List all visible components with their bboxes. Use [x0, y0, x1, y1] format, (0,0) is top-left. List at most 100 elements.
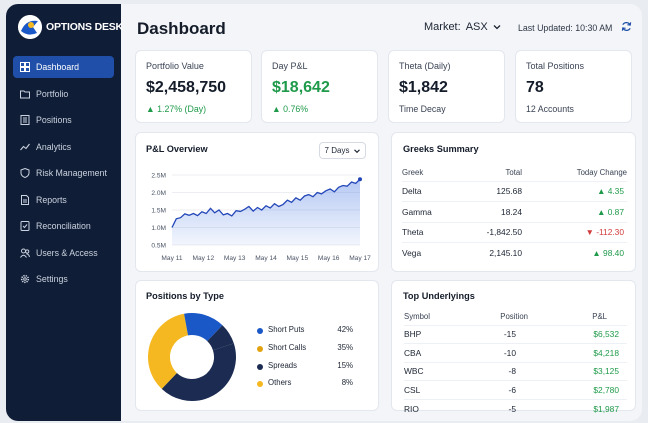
kpi-subtitle: 12 Accounts [526, 104, 574, 114]
kpi-label: Total Positions [526, 61, 585, 71]
sidebar-item-label: Reconciliation [36, 221, 91, 231]
sidebar-item-label: Reports [36, 194, 67, 205]
x-tick-label: May 14 [255, 255, 277, 262]
position-cell: -6 [484, 380, 528, 399]
last-point [358, 177, 362, 182]
sidebar-item-portfolio[interactable]: Portfolio [13, 83, 114, 105]
legend-swatch [257, 346, 263, 352]
page-title: Dashboard [137, 19, 226, 38]
greek-total: 18.24 [482, 201, 522, 222]
sidebar-nav: Dashboard Portfolio Positions Analytics … [13, 56, 114, 295]
symbol-cell: BHP [404, 324, 484, 344]
greek-change: ▼ -112.30 [522, 221, 627, 243]
app-window: OPTIONS DESK Dashboard Portfolio Positio… [6, 4, 642, 421]
table-row: Delta 125.68 ▲ 4.35 [402, 180, 627, 202]
kpi-card-portfolio-value: Portfolio Value $2,458,750 ▲ 1.27% (Day) [135, 50, 252, 123]
x-tick-label: May 12 [193, 255, 215, 262]
pie-slice [148, 313, 236, 401]
card-title: Top Underlyings [403, 291, 475, 301]
x-tick-label: May 16 [318, 255, 340, 262]
column-header: Greek [402, 167, 424, 177]
sidebar-item-label: Analytics [36, 141, 72, 152]
greek-name: Vega [402, 242, 482, 263]
last-updated: Last Updated: 10:30 AM [518, 23, 613, 33]
y-tick-label: 1.0M [151, 225, 166, 232]
sidebar-item-risk-management[interactable]: Risk Management [13, 162, 114, 184]
pnl-cell: $1,987 [528, 398, 627, 418]
analytics-icon [20, 143, 30, 150]
kpi-card-total-positions: Total Positions 78 12 Accounts [515, 50, 632, 123]
sidebar-item-label: Positions [36, 115, 72, 125]
legend-value: 35% [337, 343, 353, 352]
kpi-label: Day P&L [272, 61, 308, 71]
greek-total: 2,145.10 [482, 242, 522, 263]
table-row: Vega 2,145.10 ▲ 98.40 [402, 242, 627, 263]
legend-item-short-calls: Short Calls 35% [257, 343, 353, 355]
greeks-table: Greek Total Today Change Delta 125.68 ▲ … [402, 164, 627, 263]
sidebar-item-label: Portfolio [36, 88, 69, 99]
sidebar-item-label: Risk Management [36, 168, 107, 178]
y-tick-label: 2.5M [151, 173, 166, 180]
sidebar-item-settings[interactable]: Settings [13, 268, 114, 290]
sidebar-item-analytics[interactable]: Analytics [13, 136, 114, 158]
sidebar-item-positions[interactable]: Positions [13, 109, 114, 131]
kpi-value: 78 [526, 79, 544, 96]
range-value: 7 Days [324, 146, 350, 155]
card-title: Positions by Type [146, 291, 224, 301]
y-tick-label: 2.0M [151, 190, 166, 197]
pnl-line-chart: 2.5M 2.0M 1.5M 1.0M 0.5M May 11 May 12 May 13 Ma… [151, 173, 371, 263]
sidebar-item-reconciliation[interactable]: Reconciliation [13, 215, 114, 237]
sidebar-item-reports[interactable]: Reports [13, 189, 114, 211]
y-tick-label: 0.5M [151, 243, 166, 250]
column-header: Position [500, 311, 528, 321]
kpi-value: $2,458,750 [146, 79, 227, 96]
positions-by-type-card: Positions by Type Short Puts 42% Short C… [135, 280, 379, 411]
kpi-change: ▲ 1.27% (Day) [146, 104, 207, 114]
pnl-cell: $6,532 [528, 324, 627, 344]
legend-label: Others [268, 378, 292, 387]
range-dropdown[interactable]: 7 Days [319, 142, 366, 159]
top-underlyings-card: Top Underlyings Symbol Position P&L BHP … [391, 280, 636, 418]
table-row: CBA -10 $4,218 [404, 343, 627, 362]
underlyings-table: Symbol Position P&L BHP -15 $6,532 CBA -… [404, 308, 627, 418]
table-row: BHP -15 $6,532 [404, 324, 627, 344]
greek-change: ▲ 0.87 [522, 201, 627, 222]
brand-logo[interactable]: OPTIONS DESK [18, 12, 123, 42]
kpi-card-day-pnl: Day P&L $18,642 ▲ 0.76% [261, 50, 378, 123]
symbol-cell: WBC [404, 361, 484, 381]
legend-label: Short Puts [268, 325, 305, 334]
greeks-summary-card: Greeks Summary Greek Total Today Change … [391, 132, 636, 272]
users-icon [20, 248, 30, 258]
greek-name: Theta [402, 221, 482, 243]
reconcile-icon [20, 221, 30, 231]
list-icon [20, 115, 30, 125]
shield-icon [20, 168, 30, 178]
legend-item-short-puts: Short Puts 42% [257, 325, 353, 337]
y-tick-label: 1.5M [151, 208, 166, 215]
legend-swatch [257, 381, 263, 387]
sidebar-item-users-access[interactable]: Users & Access [13, 242, 114, 264]
market-selector[interactable]: Market: ASX [424, 21, 501, 33]
area-fill [172, 179, 360, 245]
legend-swatch [257, 328, 263, 334]
position-cell: -5 [484, 398, 528, 418]
legend-label: Spreads [268, 361, 298, 370]
legend-value: 42% [337, 325, 353, 334]
kpi-label: Theta (Daily) [399, 61, 451, 71]
greek-total: 125.68 [482, 180, 522, 202]
refresh-icon[interactable] [621, 21, 632, 32]
x-tick-label: May 17 [349, 255, 371, 262]
gear-icon [20, 274, 30, 284]
pnl-overview-card: P&L Overview 7 Days 2.5M 2.0M 1.5M 1.0M 0.5M… [135, 132, 379, 272]
column-header: Symbol [404, 311, 430, 321]
sidebar-item-dashboard[interactable]: Dashboard [13, 56, 114, 78]
symbol-cell: RIO [404, 398, 484, 418]
table-row: Gamma 18.24 ▲ 0.87 [402, 201, 627, 222]
legend-value: 8% [341, 378, 353, 387]
symbol-cell: CSL [404, 380, 484, 399]
greek-change: ▲ 98.40 [522, 242, 627, 263]
pie-slice [148, 313, 236, 401]
donut-hole [170, 335, 214, 379]
sidebar-item-label: Dashboard [36, 62, 80, 72]
position-cell: -15 [484, 324, 528, 344]
